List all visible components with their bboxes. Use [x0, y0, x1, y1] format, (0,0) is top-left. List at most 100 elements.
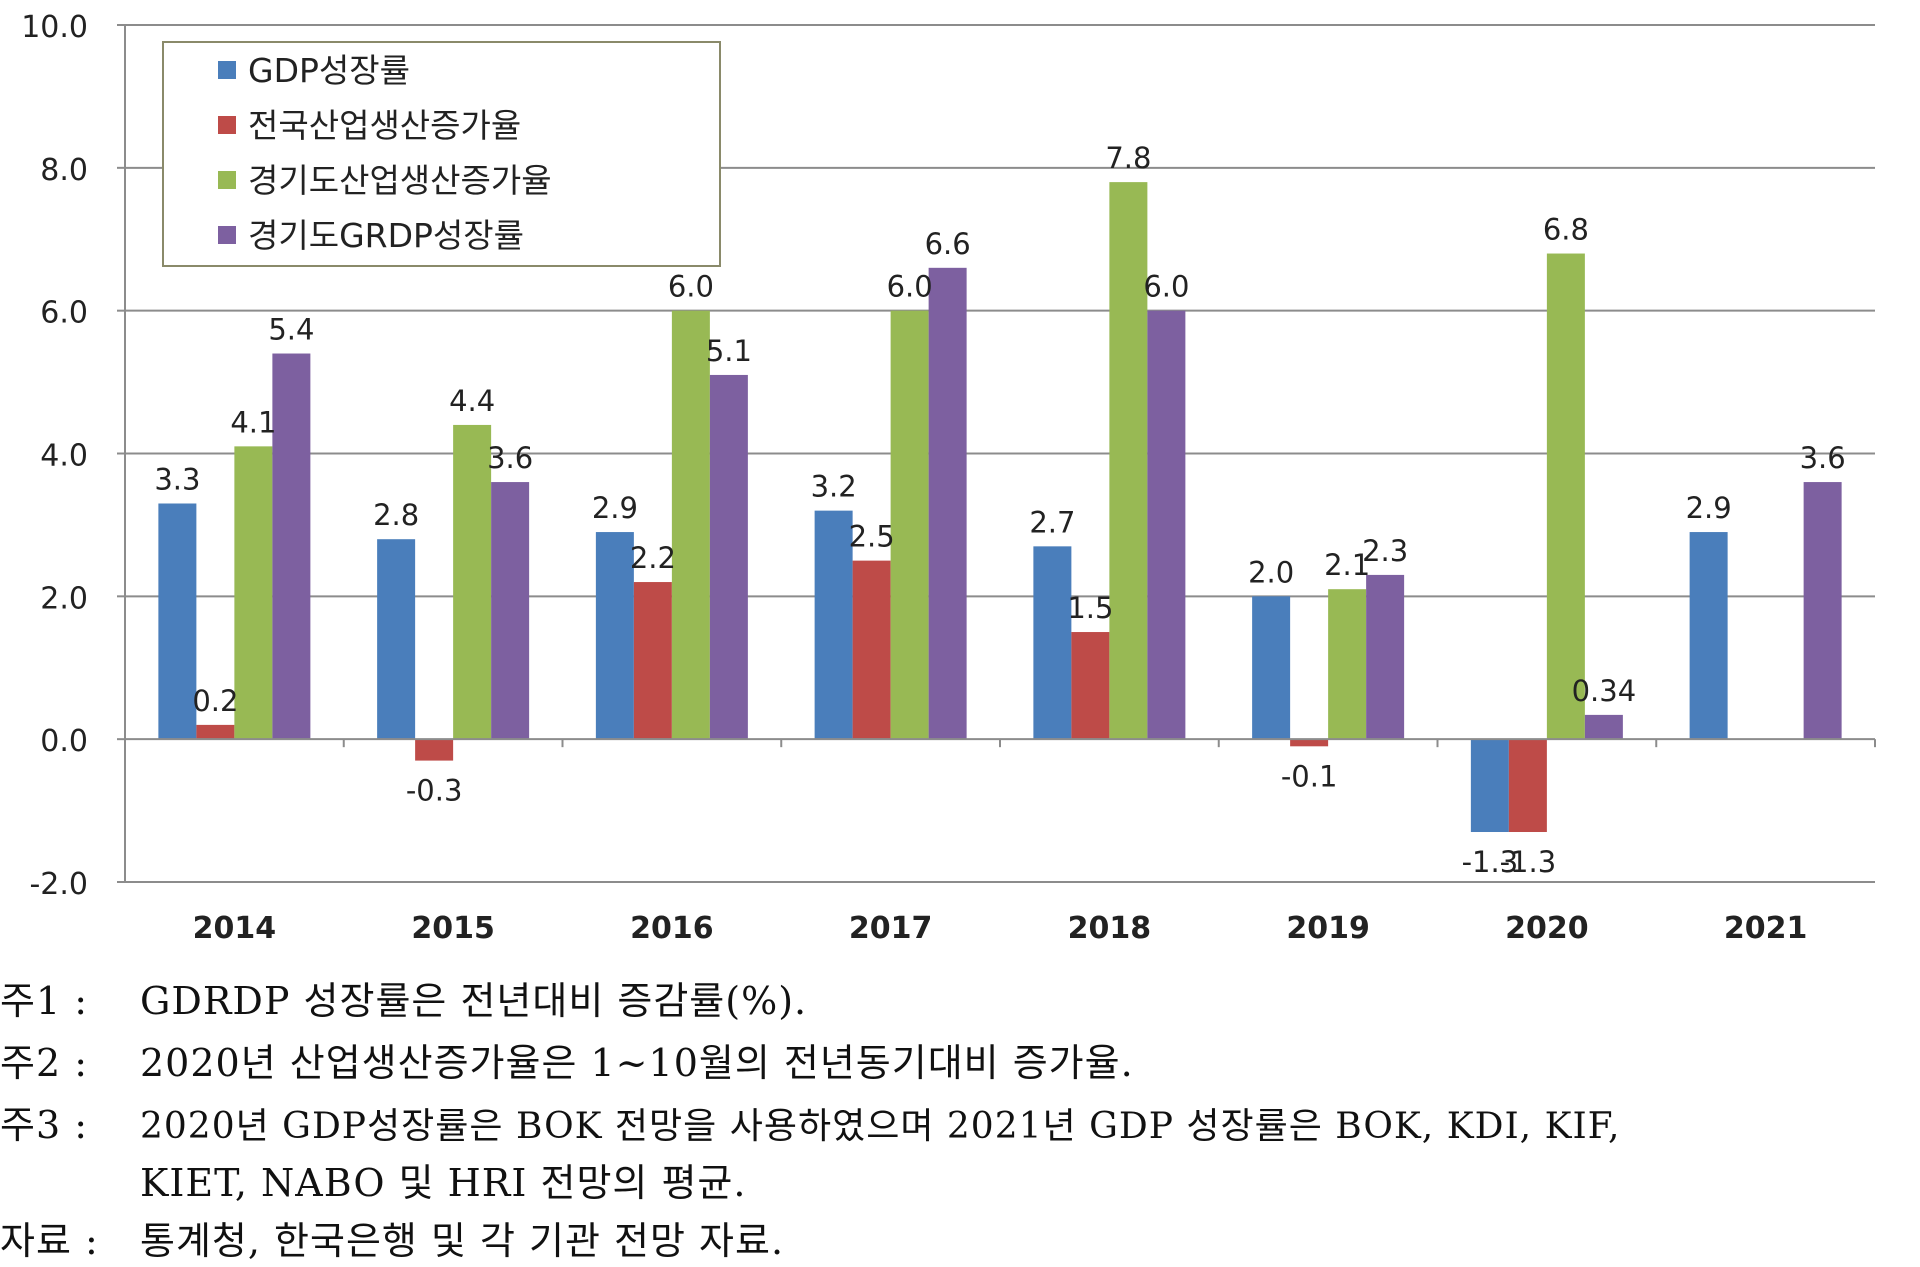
- data-label: 6.0: [887, 270, 933, 304]
- bar: [1546, 253, 1585, 740]
- bar: [491, 482, 530, 740]
- axes: -2.0 0.0 2.0 4.0 6.0 8.0 10.0 2014 2015 2016 2017 2…: [21, 10, 1876, 946]
- legend-label: GDP성장률: [248, 51, 410, 90]
- bar-chart: 3.3 0.2 4.1 5.4 2.8 -0.3 4.4 3.6 2.9 2.2 6.0 5.1 3.2…: [21, 10, 1876, 946]
- y-tick-label: -2.0: [29, 867, 88, 902]
- x-tick-label: 2020: [1505, 911, 1589, 946]
- bar: [1328, 589, 1367, 740]
- legend-box: [162, 41, 721, 267]
- data-label: 0.2: [192, 684, 238, 718]
- y-tick-label: 10.0: [21, 10, 88, 45]
- note-4-label: 자료 :: [0, 1219, 99, 1263]
- data-label: 1.5: [1067, 591, 1113, 625]
- bar: [1366, 574, 1405, 740]
- data-label: 5.4: [268, 313, 314, 347]
- data-label: 4.4: [449, 384, 495, 418]
- note-2: 주2 : 2020년 산업생산증가율은 1~10월의 전년동기대비 증가율.: [0, 1032, 1134, 1087]
- bar: [1290, 739, 1329, 747]
- data-label: 3.6: [1800, 441, 1846, 475]
- bars: [158, 182, 1842, 833]
- data-labels: 3.3 0.2 4.1 5.4 2.8 -0.3 4.4 3.6 2.9 2.2 6.0 5.1 3.2…: [154, 141, 1845, 879]
- note-3: 주3 : 2020년 GDP성장률은 BOK 전망을 사용하였으며 2021년 G…: [0, 1094, 1621, 1149]
- note-1: 주1 : GDRDP 성장률은 전년대비 증감률(%).: [0, 970, 807, 1025]
- bar: [1147, 310, 1186, 740]
- bar: [196, 724, 235, 740]
- data-label: 2.0: [1248, 555, 1294, 589]
- data-label: 2.9: [1686, 491, 1732, 525]
- note-4: 자료 : 통계청, 한국은행 및 각 기관 전망 자료.: [0, 1210, 784, 1265]
- bar: [595, 532, 634, 740]
- bar: [377, 539, 416, 740]
- data-label: -1.3: [1462, 845, 1519, 879]
- legend-label: 경기도산업생산증가율: [248, 161, 552, 200]
- data-label: 2.5: [849, 520, 895, 554]
- y-tick-label: 8.0: [40, 153, 88, 188]
- x-tick-label: 2017: [849, 911, 933, 946]
- legend-label: 경기도GRDP성장률: [248, 216, 524, 255]
- data-label: 2.9: [592, 491, 638, 525]
- x-tick-label: 2021: [1724, 911, 1808, 946]
- x-tick-label: 2018: [1068, 911, 1152, 946]
- data-label: 0.34: [1572, 674, 1637, 708]
- legend-swatch: [218, 116, 236, 134]
- bar: [1508, 739, 1547, 833]
- note-2-label: 주2 :: [0, 1041, 89, 1085]
- data-label: -0.1: [1281, 759, 1338, 793]
- data-label: 2.8: [373, 498, 419, 532]
- bar: [1071, 632, 1110, 740]
- bar: [671, 310, 710, 740]
- x-tick-label: 2014: [193, 911, 277, 946]
- bar: [852, 560, 891, 740]
- bar: [1470, 739, 1509, 833]
- data-label: 6.6: [925, 227, 971, 261]
- bar: [1109, 182, 1148, 740]
- x-tick-label: 2015: [411, 911, 495, 946]
- bar: [1803, 482, 1842, 740]
- data-label: -1.3: [1500, 845, 1557, 879]
- note-3-continuation: KIET, NABO 및 HRI 전망의 평균.: [140, 1161, 747, 1205]
- bar: [928, 267, 967, 740]
- y-tick-label: 4.0: [40, 439, 88, 474]
- data-label: 3.6: [487, 441, 533, 475]
- data-label: -0.3: [406, 774, 463, 808]
- data-label: 2.1: [1324, 548, 1370, 582]
- x-tick-label: 2019: [1286, 911, 1370, 946]
- note-3-text: 2020년 GDP성장률은 BOK 전망을 사용하였으며 2021년 GDP 성…: [140, 1106, 1621, 1147]
- x-tick-label: 2016: [630, 911, 714, 946]
- data-label: 2.2: [630, 541, 676, 575]
- legend-label: 전국산업생산증가율: [248, 106, 521, 145]
- data-label: 5.1: [706, 334, 752, 368]
- data-label: 2.3: [1362, 534, 1408, 568]
- bar: [890, 310, 929, 740]
- note-1-text: GDRDP 성장률은 전년대비 증감률(%).: [140, 979, 808, 1023]
- bar: [272, 353, 311, 740]
- bar: [1033, 546, 1072, 740]
- data-label: 3.3: [154, 462, 200, 496]
- data-label: 6.0: [1143, 270, 1189, 304]
- legend-swatch: [218, 171, 236, 189]
- note-1-label: 주1 :: [0, 979, 89, 1023]
- data-label: 3.2: [811, 470, 857, 504]
- note-4-text: 통계청, 한국은행 및 각 기관 전망 자료.: [140, 1219, 785, 1263]
- data-label: 4.1: [230, 405, 276, 439]
- bar: [453, 424, 492, 740]
- note-2-text: 2020년 산업생산증가율은 1~10월의 전년동기대비 증가율.: [140, 1041, 1134, 1085]
- legend-swatch: [218, 226, 236, 244]
- y-tick-label: 0.0: [40, 724, 88, 759]
- data-label: 6.0: [668, 270, 714, 304]
- data-label: 2.7: [1029, 505, 1075, 539]
- data-label: 6.8: [1543, 213, 1589, 247]
- bar: [633, 582, 672, 740]
- y-tick-label: 2.0: [40, 581, 88, 616]
- bar: [415, 739, 454, 761]
- bar: [814, 510, 853, 740]
- y-tick-label: 6.0: [40, 296, 88, 331]
- note-3-label: 주3 :: [0, 1103, 89, 1147]
- bar: [234, 446, 273, 740]
- bar: [1584, 714, 1623, 740]
- bar: [709, 374, 748, 740]
- legend-swatch: [218, 61, 236, 79]
- bar: [158, 503, 197, 740]
- bar: [1252, 596, 1291, 740]
